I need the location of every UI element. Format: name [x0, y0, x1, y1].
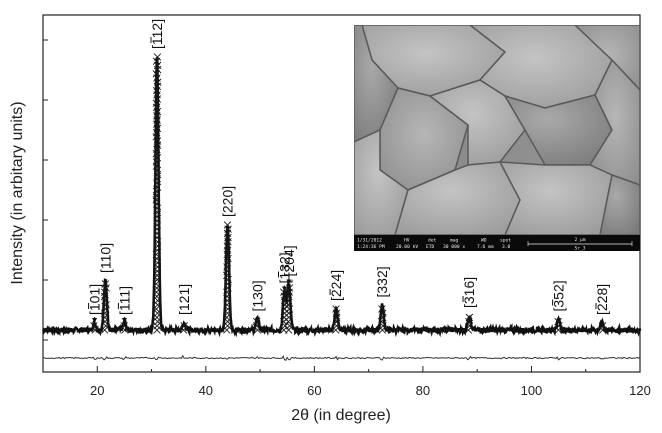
peak-label: [130]: [249, 280, 265, 311]
sem-hv-value: 20.00 kV: [396, 244, 418, 250]
peak-marker: [464, 313, 474, 334]
peak-label: [110]: [97, 243, 113, 273]
peak-label: [352]: [551, 280, 567, 311]
sem-hv-label: HV: [404, 238, 410, 244]
sem-info-bar: 1/31/2012 1:24:36 PM HV 20.00 kV det ETD…: [357, 237, 633, 252]
sem-det-value: ETD: [426, 244, 435, 250]
peak-marker: [598, 322, 607, 334]
peak-marker: [332, 305, 341, 334]
x-tick-label: 80: [416, 383, 430, 398]
x-tick-label: 60: [307, 383, 321, 398]
sem-wd-label: WD: [481, 238, 487, 244]
series-marker-trace: [42, 53, 642, 338]
peak-labels: [101] [110][111] [112] [121] [220] [130] [132]…: [87, 19, 610, 323]
series-line-trace: [42, 354, 641, 361]
peak-label: [332]: [374, 266, 390, 297]
peak-label: [228]: [594, 284, 610, 315]
sem-inset: 1/31/2012 1:24:36 PM HV 20.00 kV det ETD…: [354, 25, 640, 252]
x-tick-label: 20: [90, 383, 104, 398]
peak-label: [112]: [149, 19, 165, 49]
peak-marker: [223, 221, 232, 334]
x-tick-label: 120: [629, 383, 651, 398]
sem-det-label: det: [428, 238, 437, 244]
x-tick-label: 100: [521, 383, 543, 398]
peak-arrow-head: [92, 318, 98, 323]
sem-scale-label: 2 µm: [574, 237, 585, 243]
peak-label: [121]: [176, 284, 192, 315]
y-axis-ticks: [43, 39, 48, 341]
peak-label: [220]: [220, 186, 236, 217]
peak-marker: [377, 305, 387, 334]
sem-spot-label: spot: [500, 238, 511, 244]
peak-arrow-head: [282, 286, 288, 292]
y-axis-label: Intensity (in arbitary units): [9, 101, 26, 284]
peak-marker: [100, 280, 110, 334]
sem-time: 1:24:36 PM: [357, 244, 385, 250]
peak-label: [111]: [116, 286, 132, 315]
peak-marker: [253, 317, 262, 334]
sem-micrograph: [354, 25, 640, 235]
sem-mag-label: mag: [450, 239, 459, 244]
peak-marker: [554, 317, 563, 334]
sem-wd-value: 7.6 mm: [477, 244, 494, 250]
x-tick-label: 40: [199, 383, 213, 398]
sem-date: 1/31/2012: [357, 238, 382, 244]
peak-marker: [90, 322, 99, 334]
peak-marker: [179, 322, 188, 334]
sem-sample-name: Sr_3: [574, 246, 585, 252]
peak-label: [224]: [328, 270, 344, 301]
peak-label: [316]: [461, 277, 477, 308]
peak-marker: [152, 53, 162, 334]
peak-label: [101]: [87, 284, 103, 315]
series-marker-trace-line: [42, 57, 642, 338]
sem-spot-value: 3.0: [502, 244, 511, 250]
peak-marker: [284, 284, 294, 334]
peak-marker: [120, 322, 129, 334]
peak-arrow-head: [121, 318, 127, 323]
sem-mag-value: 30 000 x: [443, 244, 465, 250]
peak-label: [132]: [277, 252, 293, 283]
x-axis-ticks: 20 40 60 80 100 120: [42, 366, 651, 398]
x-axis-label: 2θ (in degree): [291, 407, 391, 424]
peak-label: [204]: [281, 245, 297, 276]
peak-arrow-head: [286, 279, 292, 285]
